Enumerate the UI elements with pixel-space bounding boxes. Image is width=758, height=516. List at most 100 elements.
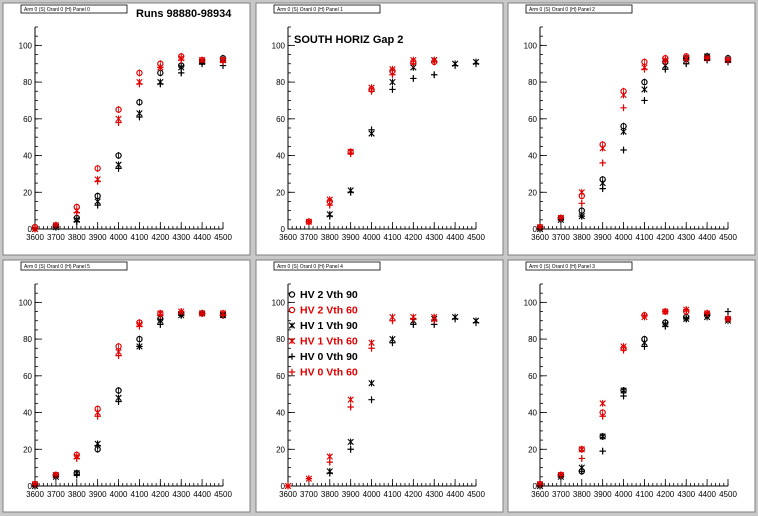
pad-title: Arm 0 (S) Oranl 0 (H) Panel 3 — [529, 264, 595, 270]
marker-plus — [368, 126, 375, 134]
y-tick-label: 20 — [528, 188, 537, 197]
marker-circle — [136, 335, 143, 343]
y-tick-label: 80 — [23, 335, 32, 344]
marker-plus — [219, 58, 227, 66]
marker-plus — [136, 343, 143, 350]
marker-circle — [115, 387, 122, 394]
marker-plus — [326, 201, 333, 209]
marker-plus — [683, 315, 690, 323]
marker-plus — [347, 446, 354, 453]
y-tick-label: 100 — [524, 41, 538, 50]
x-tick-label: 3600 — [531, 490, 549, 499]
marker-circle — [115, 152, 122, 159]
x-tick-label: 3600 — [26, 490, 44, 499]
marker-star — [368, 379, 375, 387]
legend-label: HV 1 Vth 90 — [300, 320, 358, 332]
marker-plus — [368, 396, 375, 403]
pad-title: Arm 0 (S) Oranl 0 (H) Panel 1 — [277, 7, 343, 13]
x-tick-label: 3600 — [26, 233, 44, 242]
marker-plus — [641, 97, 648, 104]
marker-plus — [157, 80, 164, 88]
marker-plus — [178, 69, 185, 77]
pad-title: Arm 0 (S) Oranl 0 (H) Panel 5 — [24, 264, 90, 270]
marker-plus — [578, 212, 585, 220]
marker-plus — [178, 56, 185, 64]
legend-label: HV 2 Vth 60 — [300, 305, 358, 317]
marker-circle — [115, 106, 122, 113]
marker-circle — [641, 78, 648, 86]
y-tick-label: 20 — [276, 445, 285, 454]
marker-plus — [157, 64, 164, 71]
marker-star — [599, 145, 606, 152]
x-tick-label: 4100 — [384, 490, 402, 499]
marker-plus — [115, 352, 122, 359]
x-tick-label: 4300 — [425, 490, 443, 499]
x-tick-label: 3900 — [342, 233, 360, 242]
legend-entry: HV 1 Vth 90 — [288, 320, 358, 332]
marker-star — [599, 433, 606, 440]
series-plus-red — [536, 306, 732, 488]
pad-title: Arm 0 (S) Oranl 0 (H) Panel 0 — [24, 7, 90, 13]
marker-plus — [115, 398, 122, 405]
legend-label: HV 0 Vth 90 — [300, 351, 358, 363]
y-tick-label: 40 — [528, 409, 537, 418]
x-tick-label: 4300 — [172, 490, 190, 499]
y-tick-label: 20 — [23, 188, 32, 197]
x-tick-label: 3700 — [552, 233, 570, 242]
marker-plus — [288, 353, 296, 360]
pad-frame — [507, 2, 756, 256]
marker-plus — [599, 447, 606, 455]
marker-plus — [536, 223, 544, 231]
chart-panel: Arm 0 (S) Oranl 0 (H) Panel 5 0 20 40 60 80 10… — [2, 259, 251, 513]
pad-title-box — [273, 4, 381, 14]
series-plus-red — [305, 58, 438, 226]
marker-plus — [641, 343, 648, 350]
marker-plus — [94, 413, 101, 420]
marker-plus — [347, 150, 354, 157]
y-tick-label: 80 — [528, 335, 537, 344]
marker-star — [389, 78, 396, 86]
marker-star — [178, 64, 185, 71]
series-plus-red — [284, 315, 438, 490]
x-tick-label: 3800 — [573, 490, 591, 499]
pad-title-box — [273, 261, 381, 271]
pad-frame — [255, 2, 504, 256]
legend-entry: HV 1 Vth 60 — [288, 336, 358, 348]
y-tick-label: 80 — [276, 335, 285, 344]
marker-plus — [724, 315, 732, 323]
marker-plus — [641, 312, 648, 319]
pad-frame — [507, 259, 756, 513]
marker-star — [347, 396, 354, 403]
marker-star — [288, 337, 296, 345]
marker-plus — [368, 88, 375, 95]
marker-circle — [136, 69, 143, 77]
marker-plus — [368, 345, 375, 352]
legend-entry: HV 2 Vth 90 — [288, 289, 358, 301]
marker-plus — [52, 471, 60, 479]
marker-plus — [136, 113, 143, 121]
x-tick-label: 4100 — [131, 233, 149, 242]
x-tick-label: 3700 — [552, 490, 570, 499]
marker-plus — [578, 200, 585, 207]
marker-plus — [410, 60, 417, 67]
panel-label: SOUTH HORIZ Gap 2 — [294, 34, 403, 46]
marker-plus — [662, 308, 669, 315]
marker-plus — [703, 310, 711, 317]
y-tick-label: 40 — [23, 409, 32, 418]
marker-star — [620, 128, 627, 135]
x-tick-label: 4200 — [656, 233, 674, 242]
marker-circle — [136, 99, 143, 106]
legend-label: HV 0 Vth 60 — [300, 367, 358, 379]
x-tick-label: 3900 — [594, 233, 612, 242]
marker-plus — [157, 312, 164, 319]
x-tick-label: 3900 — [342, 490, 360, 499]
panel-label: Runs 98880-98934 — [136, 8, 232, 20]
marker-plus — [451, 315, 459, 323]
marker-plus — [431, 317, 438, 324]
legend-entry: HV 0 Vth 90 — [288, 351, 358, 363]
x-tick-label: 4200 — [151, 233, 169, 242]
marker-plus — [389, 71, 396, 78]
marker-plus — [683, 56, 690, 64]
